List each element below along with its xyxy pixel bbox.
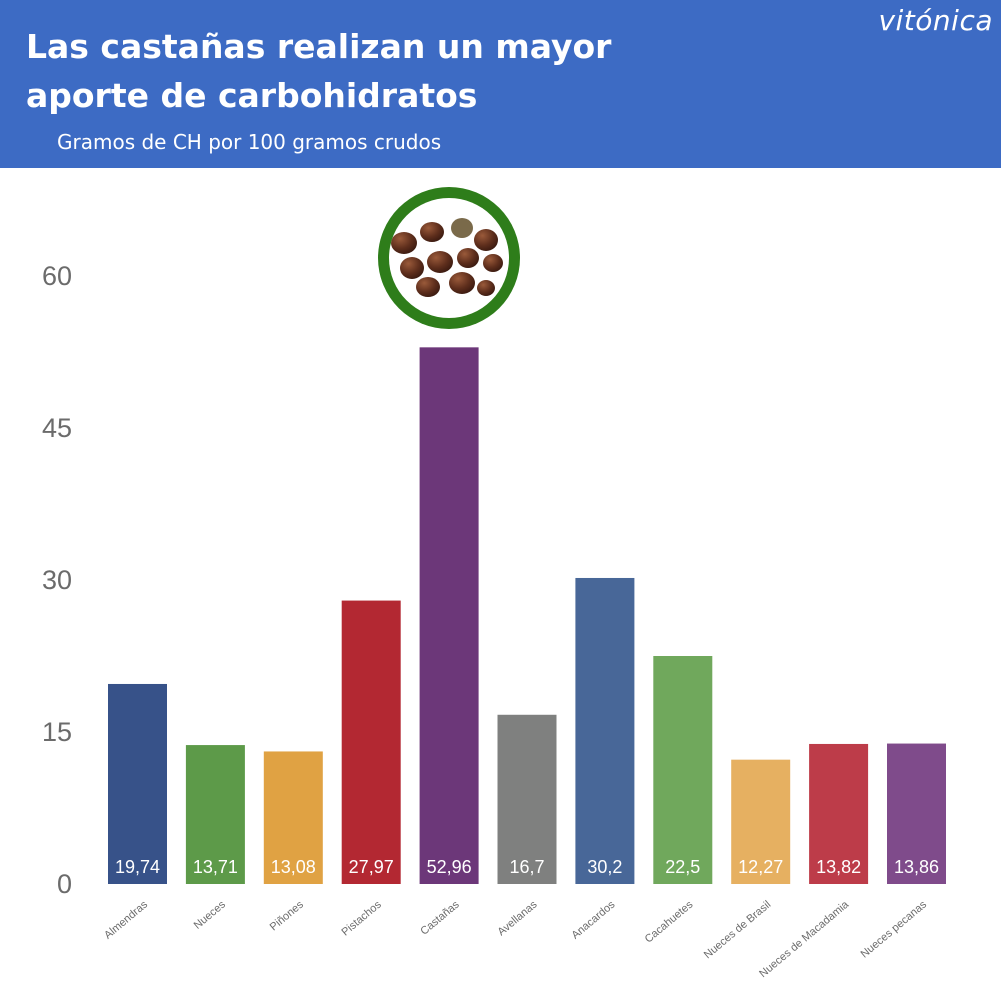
x-tick-label: Pistachos bbox=[340, 898, 385, 938]
data-label: 13,71 bbox=[193, 857, 238, 877]
data-label: 52,96 bbox=[427, 857, 472, 877]
data-label: 16,7 bbox=[509, 857, 544, 877]
x-tick-label: Anacardos bbox=[569, 898, 617, 941]
y-tick-label: 0 bbox=[57, 869, 72, 899]
x-tick-label: Cacahuetes bbox=[643, 898, 696, 945]
bar-avellanas bbox=[497, 714, 557, 884]
bar-pistachos bbox=[341, 600, 401, 884]
bar-cacahuetes bbox=[653, 656, 713, 884]
x-tick-label: Nueces bbox=[192, 898, 229, 931]
data-label: 13,86 bbox=[894, 857, 939, 877]
x-tick-label: Almendras bbox=[102, 898, 150, 941]
brand-logo: vitónica bbox=[878, 4, 993, 37]
x-tick-label: Nueces de Brasil bbox=[702, 899, 773, 962]
bars bbox=[108, 347, 946, 885]
chestnuts-photo-badge bbox=[378, 187, 520, 329]
x-axis-labels: Almendras Nueces Piñones Pistachos Castañas A… bbox=[102, 898, 929, 980]
bar-anacardos bbox=[575, 577, 635, 884]
bar-piñones bbox=[263, 751, 323, 884]
x-tick-label: Nueces de Macadamia bbox=[757, 898, 852, 980]
x-tick-label: Nueces pecanas bbox=[859, 898, 930, 960]
data-label: 13,08 bbox=[271, 857, 316, 877]
bar-almendras bbox=[108, 683, 167, 884]
data-label: 30,2 bbox=[587, 857, 622, 877]
y-axis: 0 15 30 45 60 bbox=[42, 261, 72, 899]
chestnuts-icon bbox=[391, 218, 503, 297]
bar-nueces bbox=[185, 745, 245, 884]
data-label: 13,82 bbox=[816, 857, 861, 877]
data-label: 27,97 bbox=[349, 857, 394, 877]
y-tick-label: 60 bbox=[42, 261, 72, 291]
bar-nueces-de-brasil bbox=[731, 759, 791, 884]
value-labels: 19,74 13,71 13,08 27,97 52,96 16,7 30,2 22,5 12,… bbox=[115, 857, 939, 877]
x-tick-label: Piñones bbox=[268, 898, 307, 933]
y-tick-label: 45 bbox=[42, 413, 72, 443]
chart-title: Las castañas realizan un mayor aporte de… bbox=[26, 27, 612, 115]
bar-castañas bbox=[419, 347, 479, 885]
data-label: 19,74 bbox=[115, 857, 160, 877]
data-label: 22,5 bbox=[665, 857, 700, 877]
x-tick-label: Castañas bbox=[418, 898, 462, 937]
data-label: 12,27 bbox=[738, 857, 783, 877]
bar-nueces-de-macadamia bbox=[809, 743, 869, 884]
x-tick-label: Avellanas bbox=[495, 898, 539, 938]
y-tick-label: 15 bbox=[42, 717, 72, 747]
bar-nueces-pecanas bbox=[887, 743, 946, 884]
header-banner: Las castañas realizan un mayor aporte de… bbox=[0, 0, 1001, 168]
y-tick-label: 30 bbox=[42, 565, 72, 595]
chart-subtitle: Gramos de CH por 100 gramos crudos bbox=[57, 130, 442, 154]
